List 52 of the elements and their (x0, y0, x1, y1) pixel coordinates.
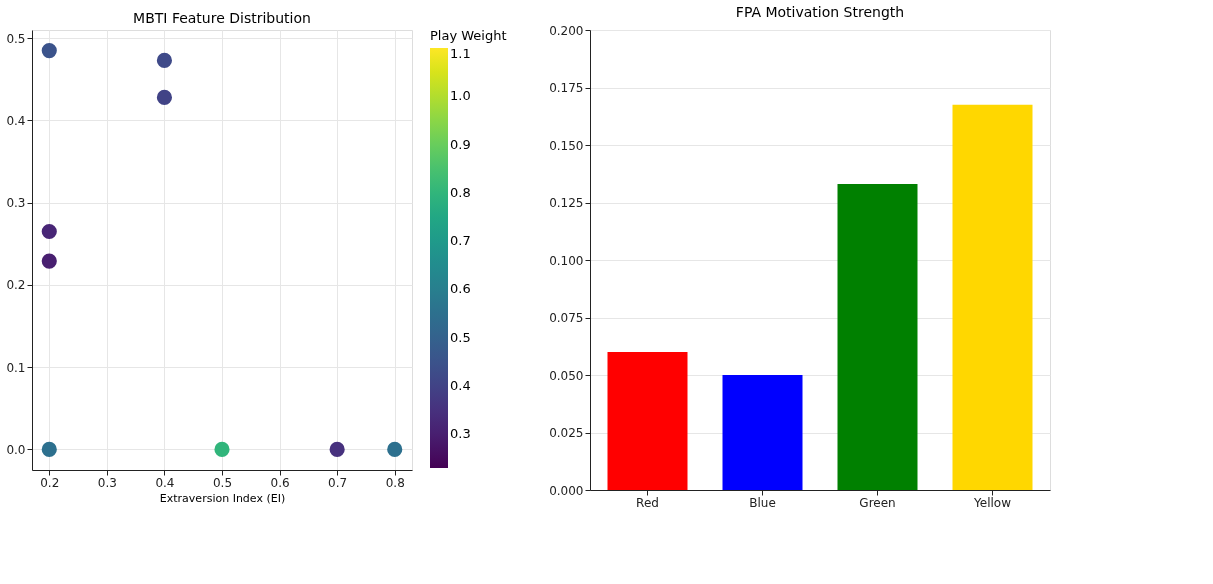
color-bar-label: 0.9 (450, 136, 471, 152)
y-tick-label: 0.200 (549, 23, 584, 38)
x-tick-label: Blue (749, 495, 776, 510)
point (156, 52, 173, 68)
x-tick-label: 0.5 (212, 475, 233, 490)
color-bar-label: 1.1 (450, 46, 471, 61)
x-tick-label: Green (859, 495, 896, 510)
x-tick-label: 0.8 (385, 475, 405, 490)
y-tick-label: 0.175 (549, 81, 584, 95)
color-bar-label: 0.6 (450, 281, 471, 297)
point (41, 253, 57, 269)
y-tick-label: 0.050 (549, 368, 584, 383)
color-bar-label: 0.5 (450, 329, 471, 345)
y-tick-label: 0.1 (6, 360, 26, 375)
color-bar-label: 0.4 (450, 377, 471, 393)
x-axis-title: Extraversion Index (EI) (159, 491, 286, 505)
y-tick-label: 0.0 (6, 442, 26, 457)
y-tick-label: 0.100 (549, 253, 584, 268)
bar (837, 184, 918, 490)
point (329, 441, 345, 458)
x-tick-label: 0.7 (328, 475, 348, 490)
y-tick-label: 0.4 (6, 113, 26, 128)
x-tick-label: 0.4 (155, 475, 175, 490)
y-tick-label: 0.5 (6, 31, 26, 46)
point (41, 441, 57, 458)
x-tick-label: Red (636, 495, 659, 510)
point (41, 42, 57, 59)
x-tick-label: 0.6 (270, 475, 290, 490)
color-bar-label: 0.3 (450, 426, 471, 442)
bar (607, 352, 688, 490)
bar (952, 104, 1033, 490)
x-tick-label: 0.2 (40, 475, 60, 490)
color-bar-label: 0.8 (450, 184, 471, 200)
color-bar-label: 1.0 (450, 88, 471, 104)
y-tick-label: 0.3 (6, 196, 26, 211)
color-bar-title: Play Weight (430, 28, 507, 43)
x-tick-label: Yellow (973, 495, 1012, 510)
y-tick-label: 0.025 (549, 426, 584, 440)
y-tick-label: 0.000 (549, 483, 584, 498)
chart-title: FPA Motivation Strength (735, 4, 905, 20)
bar (722, 375, 803, 490)
y-tick-label: 0.150 (549, 138, 584, 153)
y-tick-label: 0.125 (549, 196, 584, 210)
chart-title: MBTI Feature Distribution (133, 10, 311, 26)
y-tick-label: 0.2 (6, 278, 26, 293)
y-tick-label: 0.075 (549, 311, 584, 325)
x-tick-label: 0.3 (97, 475, 117, 490)
point (387, 441, 403, 458)
color-bar-label: 0.7 (450, 233, 471, 249)
point (156, 89, 173, 106)
point (214, 441, 230, 458)
point (41, 223, 57, 240)
